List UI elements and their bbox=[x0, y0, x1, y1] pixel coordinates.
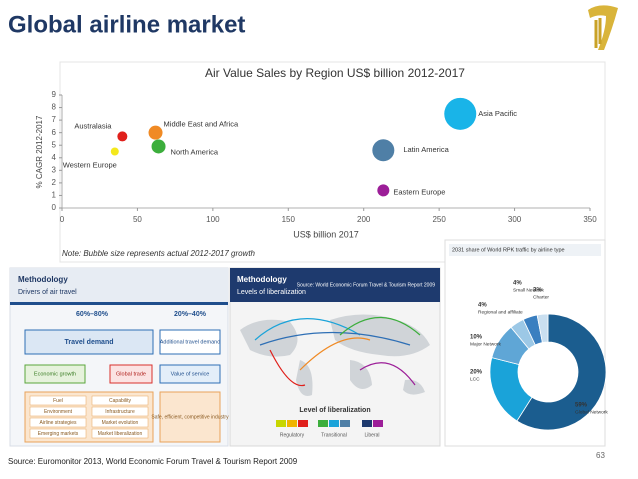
panel-subtitle: Drivers of air travel bbox=[18, 289, 77, 296]
x-tick-label: 100 bbox=[206, 215, 220, 224]
y-tick-label: 3 bbox=[52, 165, 57, 174]
box-label: Travel demand bbox=[64, 339, 113, 346]
factor-label: Emerging markets bbox=[38, 431, 79, 437]
pie-category-label: Small Network bbox=[513, 287, 545, 293]
legend-title: Level of liberalization bbox=[299, 407, 370, 414]
pie-value-label: 4% bbox=[478, 303, 487, 309]
source: Source: Euromonitor 2013, World Economic… bbox=[8, 457, 298, 466]
legend-label: Liberal bbox=[364, 432, 379, 438]
box-label: Value of service bbox=[171, 371, 210, 377]
x-tick-label: 300 bbox=[508, 215, 522, 224]
panel-subtitle: Levels of liberalization bbox=[237, 289, 306, 296]
y-tick-label: 4 bbox=[52, 153, 57, 162]
bubble bbox=[148, 125, 163, 140]
factor-box bbox=[91, 417, 149, 428]
pie-value-label: 59% bbox=[575, 403, 588, 409]
y-tick-label: 6 bbox=[52, 128, 57, 137]
x-axis-label: US$ billion 2017 bbox=[293, 229, 359, 239]
pie-value-label: 10% bbox=[470, 335, 483, 341]
bubble bbox=[117, 131, 128, 142]
pie-slice bbox=[536, 313, 549, 343]
pie-title-bar bbox=[449, 244, 601, 256]
factor-label: Infrastructure bbox=[105, 409, 135, 415]
x-tick-label: 0 bbox=[60, 215, 65, 224]
panel-title: Methodology bbox=[237, 275, 287, 284]
factor-label: Market evolution bbox=[102, 420, 139, 426]
legend-label: Transitional bbox=[321, 432, 347, 438]
pie-category-label: Global Network bbox=[575, 409, 608, 415]
x-tick-label: 350 bbox=[583, 215, 597, 224]
pie-category-label: Charter bbox=[533, 294, 549, 300]
bubble bbox=[444, 97, 477, 130]
chart-frame bbox=[59, 61, 606, 263]
bubble bbox=[110, 147, 119, 156]
bubble-label: Asia Pacific bbox=[478, 109, 517, 118]
factor-box bbox=[91, 395, 149, 406]
share-label: 20%–40% bbox=[174, 311, 207, 318]
factor-box bbox=[91, 428, 149, 439]
factor-label: Capability bbox=[109, 398, 131, 404]
bubble bbox=[151, 139, 166, 154]
chart-title: Air Value Sales by Region US$ billion 20… bbox=[205, 66, 465, 80]
x-tick-label: 250 bbox=[432, 215, 446, 224]
share-label: 60%–80% bbox=[76, 311, 109, 318]
pie-slice bbox=[516, 313, 607, 431]
bubble-label: Eastern Europe bbox=[393, 187, 445, 196]
logo bbox=[588, 5, 618, 51]
factor-label: Fuel bbox=[53, 398, 63, 404]
pie-title: 2031 share of World RPK traffic by airli… bbox=[452, 247, 565, 253]
pie-category-label: LCC bbox=[470, 376, 480, 382]
liberalization-panel: Methodology Levels of liberalization Sou… bbox=[229, 267, 441, 447]
pie-value-label: 20% bbox=[470, 370, 483, 376]
factor-box bbox=[29, 428, 87, 439]
x-tick-label: 150 bbox=[282, 215, 296, 224]
bubble-label: Australasia bbox=[74, 121, 112, 130]
box-label: Additional travel demand bbox=[160, 339, 221, 345]
bubble-label: Western Europe bbox=[63, 160, 117, 169]
y-tick-label: 1 bbox=[52, 191, 57, 200]
factor-box bbox=[29, 406, 87, 417]
y-axis-label: % CAGR 2012-2017 bbox=[35, 115, 44, 188]
y-tick-label: 0 bbox=[52, 203, 57, 212]
slide-title: Global airline market bbox=[8, 11, 245, 38]
x-tick-label: 200 bbox=[357, 215, 371, 224]
panel-source: Source: World Economic Forum Travel & To… bbox=[297, 282, 435, 288]
y-tick-label: 2 bbox=[52, 178, 57, 187]
pie-category-label: Regional and affiliate bbox=[478, 309, 523, 315]
x-tick-label: 50 bbox=[133, 215, 142, 224]
factor-label: Market liberalization bbox=[98, 431, 143, 437]
pie-value-label: 3% bbox=[533, 288, 542, 294]
bubble-label: Latin America bbox=[403, 145, 449, 154]
factor-label: Environment bbox=[44, 409, 73, 415]
bubble-label: North America bbox=[171, 147, 219, 156]
y-tick-label: 8 bbox=[52, 103, 57, 112]
bubble bbox=[377, 184, 390, 197]
bubble bbox=[372, 139, 395, 162]
world-map bbox=[240, 314, 430, 396]
box-label: Global trade bbox=[116, 371, 146, 377]
factor-box bbox=[29, 395, 87, 406]
panel-title: Methodology bbox=[18, 275, 68, 284]
factor-box bbox=[29, 417, 87, 428]
box-label: Economic growth bbox=[34, 371, 76, 377]
legend-label: Regulatory bbox=[280, 432, 305, 438]
page-number: 63 bbox=[596, 451, 605, 460]
y-tick-label: 9 bbox=[52, 90, 57, 99]
y-tick-label: 5 bbox=[52, 140, 57, 149]
drivers-panel: Methodology Drivers of air travel 60%–80… bbox=[9, 267, 229, 447]
factor-label: Airline strategies bbox=[40, 420, 77, 426]
box-label: Safe, efficient, competitive industry bbox=[151, 414, 229, 420]
chart-note: Note: Bubble size represents actual 2012… bbox=[62, 249, 256, 258]
pie-category-label: Major Network bbox=[470, 341, 502, 347]
y-tick-label: 7 bbox=[52, 115, 57, 124]
pie-value-label: 4% bbox=[513, 281, 522, 287]
bubble-label: Middle East and Africa bbox=[164, 120, 239, 129]
factor-box bbox=[91, 406, 149, 417]
